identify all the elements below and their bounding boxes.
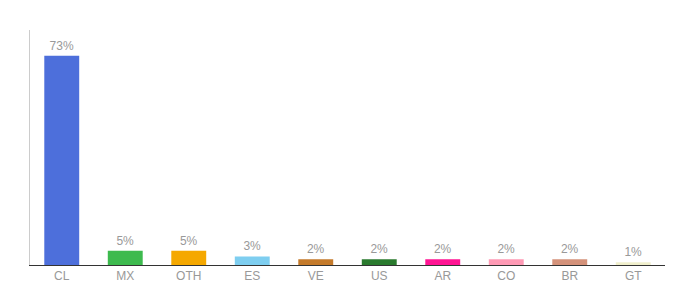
svg-text:ES: ES — [244, 269, 260, 283]
svg-text:AR: AR — [434, 269, 451, 283]
svg-text:CO: CO — [497, 269, 515, 283]
svg-text:CL: CL — [54, 269, 70, 283]
svg-text:2%: 2% — [497, 242, 515, 256]
svg-text:BR: BR — [561, 269, 578, 283]
svg-text:OTH: OTH — [176, 269, 201, 283]
svg-text:GT: GT — [625, 269, 642, 283]
svg-text:5%: 5% — [116, 234, 134, 248]
svg-text:3%: 3% — [243, 239, 261, 253]
svg-text:73%: 73% — [50, 39, 74, 53]
svg-text:2%: 2% — [370, 242, 388, 256]
svg-text:VE: VE — [308, 269, 324, 283]
svg-text:5%: 5% — [180, 234, 198, 248]
svg-text:MX: MX — [116, 269, 134, 283]
svg-text:2%: 2% — [434, 242, 452, 256]
svg-text:US: US — [371, 269, 388, 283]
svg-text:2%: 2% — [561, 242, 579, 256]
svg-text:1%: 1% — [624, 245, 642, 259]
svg-text:2%: 2% — [307, 242, 325, 256]
